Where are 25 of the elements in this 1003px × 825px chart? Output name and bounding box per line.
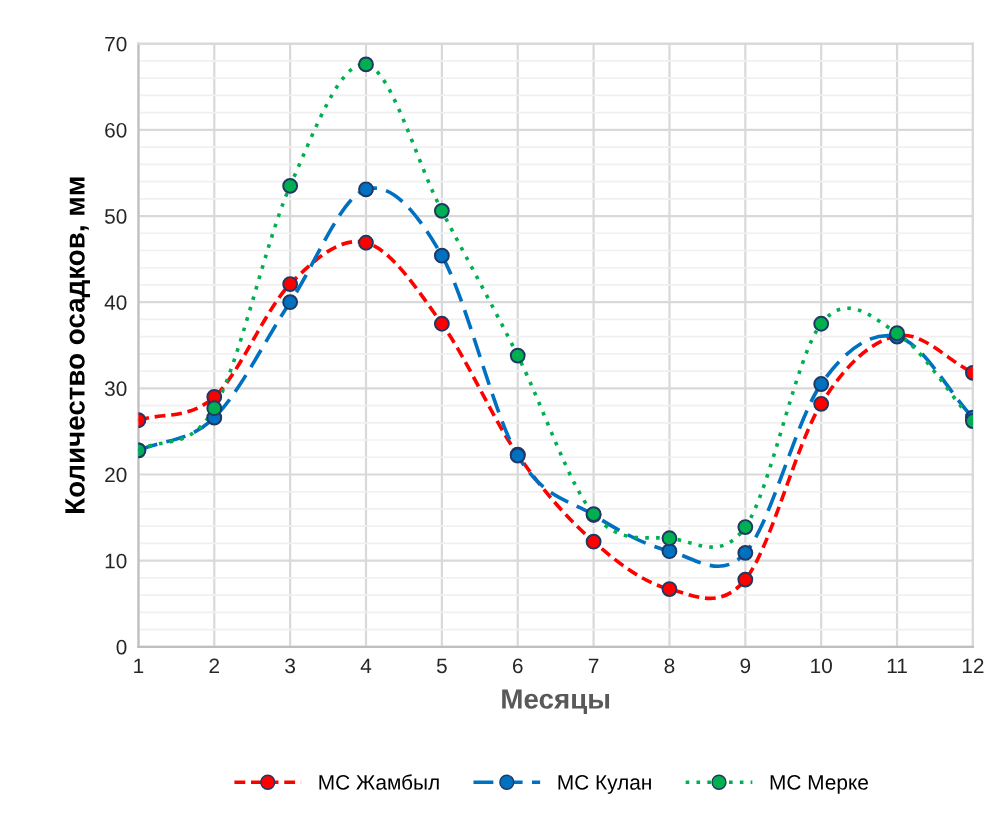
- y-tick-label: 60: [105, 122, 127, 138]
- x-tick-label: 9: [740, 658, 751, 674]
- x-axis-title: Месяцы: [502, 689, 610, 715]
- x-tick-label: 11: [887, 658, 907, 674]
- x-tick-label: 12: [962, 658, 984, 674]
- legend-label: МС Кулан: [558, 775, 651, 794]
- y-tick-label: 40: [104, 295, 127, 310]
- x-tick-label: 1: [134, 658, 144, 674]
- x-tick-label: 6: [513, 658, 523, 674]
- y-tick-label: 20: [105, 467, 127, 483]
- x-tick-label: 10: [811, 658, 832, 674]
- y-tick-label: 0: [116, 639, 127, 655]
- x-tick-label: 4: [360, 658, 372, 674]
- y-tick-label: 10: [105, 553, 127, 569]
- y-tick-label: 50: [104, 209, 127, 224]
- x-tick-label: 5: [436, 658, 447, 674]
- x-tick-label: 7: [588, 658, 599, 674]
- y-axis-title: Количество осадков, мм: [65, 177, 91, 513]
- y-tick-label: 70: [105, 36, 127, 52]
- legend-label: МС Мерке: [770, 775, 868, 794]
- y-tick-label: 30: [104, 381, 127, 397]
- x-tick-label: 2: [209, 658, 220, 674]
- legend-label: МС Жамбыл: [319, 774, 439, 790]
- x-tick-label: 8: [664, 658, 675, 674]
- x-tick-label: 3: [285, 658, 296, 674]
